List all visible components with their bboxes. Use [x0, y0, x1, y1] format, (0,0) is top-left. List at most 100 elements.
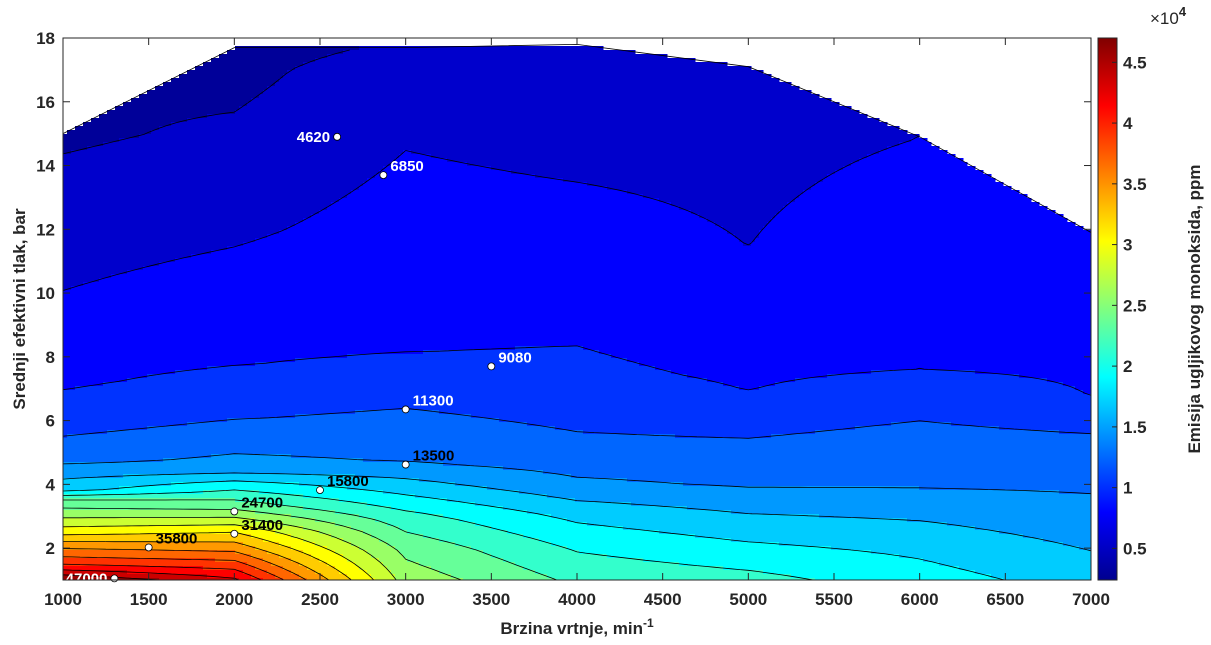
contour-cell — [131, 446, 136, 451]
contour-cell — [187, 274, 192, 279]
contour-cell — [99, 530, 104, 535]
contour-cell — [127, 338, 132, 343]
contour-cell — [91, 546, 96, 551]
contour-cell — [155, 310, 160, 315]
contour-cell — [63, 390, 68, 395]
contour-cell — [207, 462, 212, 467]
contour-cell — [215, 102, 220, 107]
contour-cell — [191, 282, 196, 287]
contour-cell — [63, 266, 68, 271]
contour-cell — [195, 558, 200, 563]
contour-cell — [115, 526, 120, 531]
contour-cell — [175, 562, 180, 567]
contour-cell — [211, 414, 216, 419]
contour-cell — [143, 390, 148, 395]
contour-cell — [143, 166, 148, 171]
contour-cell — [215, 330, 220, 335]
contour-cell — [167, 110, 172, 115]
contour-cell — [211, 226, 216, 231]
contour-cell — [127, 110, 132, 115]
contour-cell — [95, 210, 100, 215]
contour-cell — [79, 186, 84, 191]
contour-cell — [143, 286, 148, 291]
contour-cell — [115, 222, 120, 227]
contour-cell — [195, 210, 200, 215]
contour-cell — [79, 138, 84, 143]
contour-cell — [139, 130, 144, 135]
contour-cell — [155, 142, 160, 147]
contour-cell — [155, 278, 160, 283]
contour-cell — [135, 202, 140, 207]
contour-cell — [171, 562, 176, 567]
contour-cell — [71, 334, 76, 339]
contour-cell — [155, 242, 160, 247]
contour-cell — [131, 222, 136, 227]
contour-cell — [67, 242, 72, 247]
contour-cell — [139, 410, 144, 415]
contour-cell — [83, 426, 88, 431]
contour-cell — [87, 358, 92, 363]
contour-cell — [67, 554, 72, 559]
contour-cell — [195, 342, 200, 347]
contour-cell — [159, 278, 164, 283]
contour-cell — [67, 358, 72, 363]
contour-cell — [163, 462, 168, 467]
contour-cell — [199, 142, 204, 147]
contour-cell — [171, 554, 176, 559]
contour-cell — [79, 238, 84, 243]
contour-cell — [79, 194, 84, 199]
contour-cell — [119, 502, 124, 507]
contour-cell — [79, 334, 84, 339]
contour-cell — [195, 418, 200, 423]
contour-cell — [111, 482, 116, 487]
contour-cell — [123, 450, 128, 455]
contour-cell — [123, 106, 128, 111]
contour-cell — [159, 346, 164, 351]
contour-cell — [195, 354, 200, 359]
contour-cell — [155, 454, 160, 459]
contour-cell — [75, 338, 80, 343]
contour-cell — [95, 402, 100, 407]
contour-cell — [75, 482, 80, 487]
contour-cell — [195, 502, 200, 507]
contour-cell — [135, 422, 140, 427]
contour-cell — [203, 154, 208, 159]
contour-cell — [119, 202, 124, 207]
contour-cell — [71, 134, 76, 139]
contour-cell — [199, 154, 204, 159]
contour-cell — [115, 142, 120, 147]
contour-cell — [103, 550, 108, 555]
contour-cell — [119, 382, 124, 387]
contour-cell — [127, 326, 132, 331]
contour-cell — [211, 390, 216, 395]
contour-cell — [119, 398, 124, 403]
contour-cell — [159, 266, 164, 271]
contour-cell — [91, 474, 96, 479]
contour-cell — [99, 322, 104, 327]
contour-cell — [211, 426, 216, 431]
contour-cell — [191, 382, 196, 387]
contour-cell — [143, 210, 148, 215]
contour-cell — [127, 342, 132, 347]
contour-cell — [211, 342, 216, 347]
contour-cell — [203, 258, 208, 263]
contour-cell — [111, 314, 116, 319]
contour-cell — [167, 154, 172, 159]
contour-cell — [111, 302, 116, 307]
contour-cell — [83, 334, 88, 339]
contour-cell — [151, 326, 156, 331]
contour-cell — [183, 322, 188, 327]
contour-cell — [171, 118, 176, 123]
contour-cell — [87, 158, 92, 163]
contour-cell — [215, 458, 220, 463]
contour-cell — [211, 242, 216, 247]
contour-cell — [103, 458, 108, 463]
contour-cell — [211, 318, 216, 323]
contour-cell — [215, 534, 220, 539]
contour-cell — [87, 274, 92, 279]
contour-cell — [203, 278, 208, 283]
contour-cell — [99, 390, 104, 395]
contour-cell — [151, 218, 156, 223]
contour-cell — [167, 426, 172, 431]
contour-cell — [83, 186, 88, 191]
